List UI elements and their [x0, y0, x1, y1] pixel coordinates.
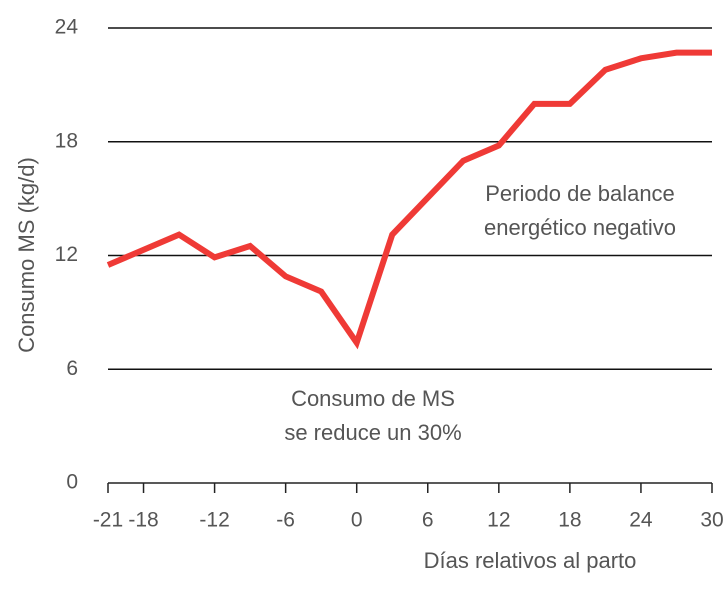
y-tick-label: 6 [66, 357, 78, 380]
x-tick-label: 30 [700, 509, 723, 532]
annotation: Periodo de balance [485, 181, 675, 206]
x-axis-label: Días relativos al parto [424, 548, 637, 573]
data-line [106, 49, 712, 350]
x-tick-label: 12 [487, 509, 510, 532]
x-tick-label: 24 [629, 509, 653, 532]
annotation: se reduce un 30% [284, 420, 461, 445]
x-tick-label: -12 [199, 509, 229, 532]
y-axis-label: Consumo MS (kg/d) [14, 157, 39, 353]
y-tick-label: 0 [66, 471, 78, 494]
x-tick-label: 0 [351, 509, 363, 532]
y-tick-label: 12 [55, 243, 78, 266]
x-tick-label: -21 [93, 509, 123, 532]
x-tick-label: -18 [128, 509, 158, 532]
y-tick-label: 24 [55, 16, 79, 39]
annotation: energético negativo [484, 215, 676, 240]
y-tick-label: 18 [55, 129, 78, 152]
x-tick-label: -6 [276, 509, 295, 532]
annotation: Consumo de MS [291, 386, 455, 411]
x-tick-label: 6 [422, 509, 434, 532]
x-tick-label: 18 [558, 509, 581, 532]
